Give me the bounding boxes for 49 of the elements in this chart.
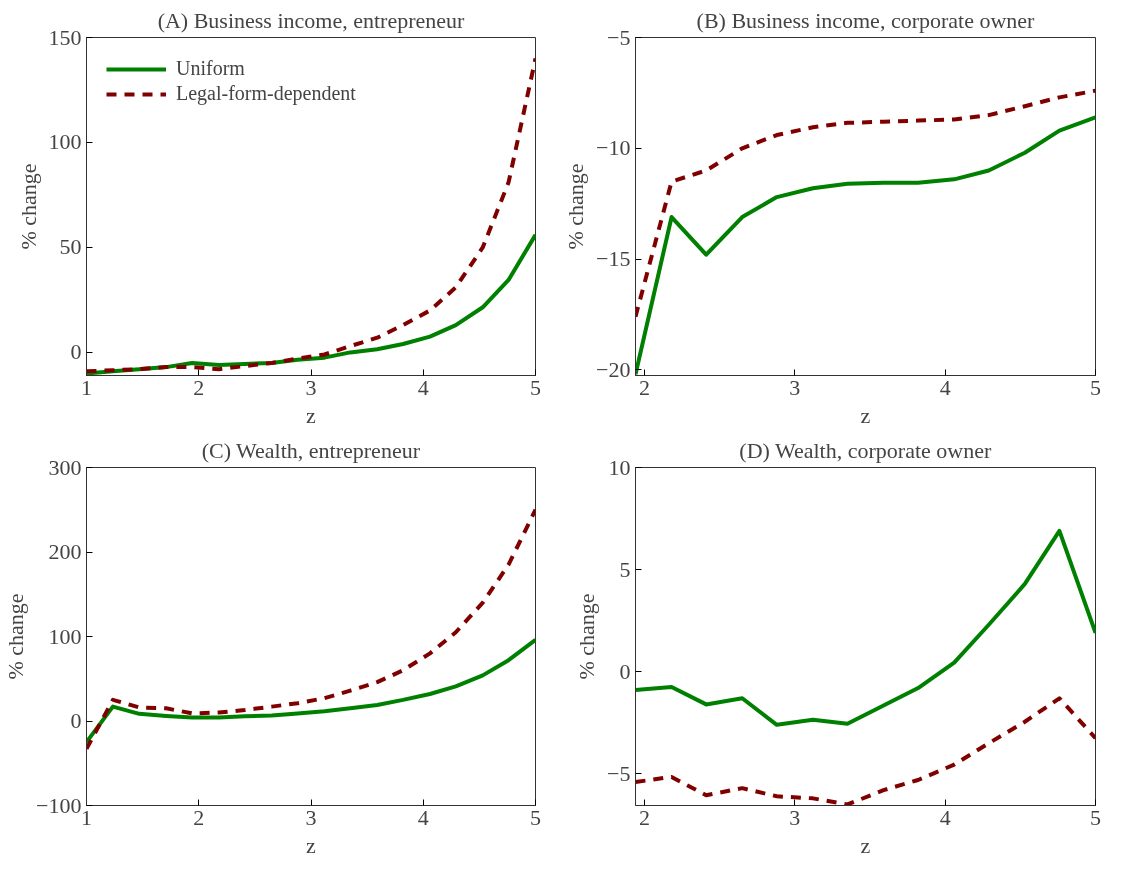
y-axis-title: % change	[563, 163, 589, 250]
x-tick-label: 5	[1090, 804, 1101, 830]
chart-title: (A) Business income, entrepreneur	[157, 7, 466, 33]
y-tick-label: 200	[48, 539, 82, 564]
x-tick-label: 1	[81, 804, 92, 830]
y-tick-label: −10	[596, 135, 631, 161]
y-tick-label: 50	[59, 234, 82, 260]
x-tick-label: 4	[939, 804, 951, 830]
x-tick-label: 4	[939, 374, 951, 400]
x-tick-label: 5	[530, 804, 541, 830]
x-tick-label: 2	[193, 804, 205, 830]
y-tick-label: 0	[70, 708, 82, 733]
y-axis-title: % change	[574, 593, 600, 680]
x-axis-title: z	[860, 402, 871, 428]
x-tick-label: 2	[639, 804, 651, 830]
y-tick-label: −20	[596, 356, 631, 382]
chart-title: (D) Wealth, corporate owner	[739, 437, 992, 463]
y-tick-label: 10	[608, 454, 631, 480]
chart-title: (B) Business income, corporate owner	[696, 7, 1036, 33]
y-tick-label: 5	[619, 556, 631, 582]
y-tick-label: −100	[36, 792, 82, 818]
x-tick-label: 5	[1090, 374, 1101, 400]
x-axis-title: z	[306, 402, 317, 428]
y-tick-label: −15	[596, 246, 631, 272]
legend-label: Legal-form-dependent	[176, 82, 356, 105]
x-tick-label: 5	[530, 374, 541, 400]
y-axis-title: % change	[15, 163, 41, 250]
x-tick-label: 3	[789, 374, 801, 400]
x-tick-label: 2	[639, 374, 651, 400]
y-tick-label: −5	[607, 760, 631, 786]
legend-label: Uniform	[176, 57, 245, 80]
y-tick-label: 300	[48, 454, 82, 480]
x-tick-label: 4	[417, 804, 429, 830]
x-tick-label: 4	[417, 374, 429, 400]
x-tick-label: 3	[789, 804, 801, 830]
chart-title: (C) Wealth, entrepreneur	[201, 437, 421, 463]
y-axis-title: % change	[3, 593, 29, 680]
x-axis-title: z	[306, 832, 317, 858]
x-axis-title: z	[860, 832, 871, 858]
x-tick-label: 2	[193, 374, 205, 400]
x-tick-label: 1	[81, 374, 92, 400]
x-tick-label: 3	[305, 804, 317, 830]
x-tick-label: 3	[305, 374, 317, 400]
y-tick-label: 0	[70, 339, 82, 365]
y-tick-label: 0	[619, 658, 631, 684]
y-tick-label: 100	[48, 623, 82, 649]
y-tick-label: 100	[48, 129, 82, 155]
y-tick-label: 150	[48, 24, 82, 50]
y-tick-label: −5	[607, 24, 631, 50]
